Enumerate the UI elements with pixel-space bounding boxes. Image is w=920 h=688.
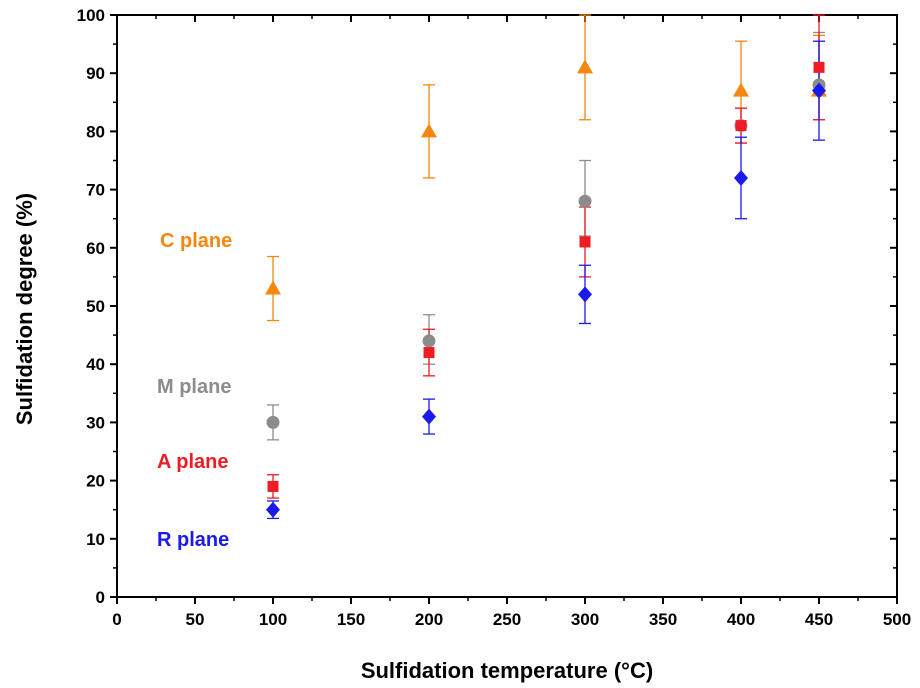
x-tick-label: 0 [112, 610, 121, 629]
c-plane-point [265, 280, 281, 295]
y-tick-label: 40 [86, 355, 105, 374]
y-tick-label: 70 [86, 181, 105, 200]
y-tick-label: 0 [96, 588, 105, 607]
r-plane-point [266, 501, 280, 518]
a-plane-point [579, 236, 591, 248]
x-tick-label: 350 [649, 610, 677, 629]
m-plane-point [266, 415, 280, 429]
y-tick-label: 20 [86, 472, 105, 491]
r-plane-point [422, 408, 436, 425]
a-plane-point [813, 61, 825, 73]
c-plane-label: C plane [160, 230, 232, 252]
x-tick-label: 500 [883, 610, 911, 629]
y-tick-label: 60 [86, 239, 105, 258]
y-tick-label: 30 [86, 413, 105, 432]
x-tick-label: 50 [186, 610, 205, 629]
y-axis-title: Sulfidation degree (%) [12, 193, 37, 425]
x-tick-label: 300 [571, 610, 599, 629]
x-tick-label: 400 [727, 610, 755, 629]
plot-frame [116, 14, 898, 598]
r-plane-point [812, 82, 826, 99]
a-plane-label: A plane [157, 451, 229, 473]
r-plane-point [578, 286, 592, 303]
y-tick-label: 50 [86, 297, 105, 316]
m-plane-point [578, 194, 592, 208]
x-tick-label: 100 [259, 610, 287, 629]
r-plane-label: R plane [157, 529, 229, 551]
x-tick-label: 200 [415, 610, 443, 629]
x-axis-title: Sulfidation temperature (°C) [361, 658, 653, 683]
data-markers [265, 59, 827, 518]
x-tick-label: 450 [805, 610, 833, 629]
y-tick-label: 10 [86, 530, 105, 549]
a-plane-point [267, 480, 279, 492]
a-plane-point [735, 120, 747, 132]
y-tick-label: 90 [86, 64, 105, 83]
r-plane-point [734, 169, 748, 186]
axes: 0 50 100 150 200 250 300 350 400 450 500 0 10 20 30 40 5… [77, 6, 912, 629]
c-plane-point [421, 123, 437, 138]
a-plane-point [423, 347, 435, 359]
y-tick-label: 100 [77, 6, 105, 25]
c-plane-point [577, 59, 593, 74]
m-plane-label: M plane [157, 376, 231, 398]
m-plane-point [422, 334, 436, 348]
series-labels: C plane M plane A plane R plane [157, 230, 232, 551]
x-tick-label: 250 [493, 610, 521, 629]
y-tick-label: 80 [86, 122, 105, 141]
c-plane-point [733, 82, 749, 97]
x-tick-label: 150 [337, 610, 365, 629]
